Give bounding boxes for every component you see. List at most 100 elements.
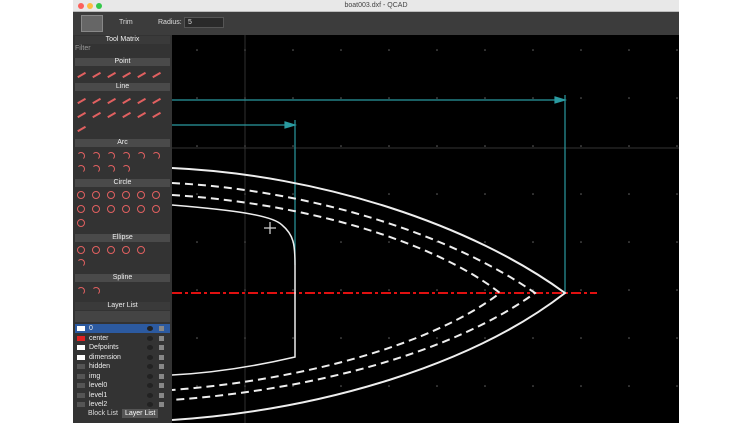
tool-button[interactable] (77, 152, 85, 160)
trim-option[interactable]: Trim (119, 19, 133, 26)
layer-lock[interactable] (159, 392, 164, 398)
layer-toolbar (75, 311, 170, 322)
tool-icon[interactable] (81, 15, 103, 32)
tool-matrix-title: Tool Matrix (75, 36, 170, 44)
tool-button[interactable] (152, 191, 160, 199)
layer-row[interactable]: 0 (75, 324, 170, 333)
tool-button[interactable] (122, 191, 130, 199)
layer-visibility[interactable] (147, 335, 153, 341)
close-button[interactable] (78, 3, 84, 9)
radius-input[interactable]: 5 (184, 17, 224, 28)
layer-lock[interactable] (159, 364, 164, 369)
zoom-button[interactable] (96, 3, 102, 9)
layer-row[interactable]: level0 (75, 381, 170, 390)
grid-dot (580, 49, 582, 51)
grid-dot (532, 337, 534, 339)
layer-row[interactable]: img (75, 372, 170, 381)
grid-dot (340, 97, 342, 99)
grid-dot (340, 289, 342, 291)
tool-button[interactable] (92, 191, 100, 199)
layer-lock[interactable] (159, 402, 164, 407)
grid-dot (628, 145, 630, 147)
layer-row[interactable]: center (75, 334, 170, 343)
grid-dot (628, 289, 630, 291)
tool-button[interactable] (92, 287, 100, 295)
grid-dot (196, 97, 198, 99)
layer-lock[interactable] (159, 326, 164, 331)
tool-button[interactable] (77, 287, 85, 295)
grid-dot (676, 241, 678, 243)
layer-visibility[interactable] (147, 392, 153, 398)
grid-dot (436, 289, 438, 291)
tool-button[interactable] (92, 205, 100, 213)
layer-visibility[interactable] (147, 326, 153, 331)
layer-visibility[interactable] (147, 373, 153, 379)
layer-row[interactable]: Defpoints (75, 343, 170, 352)
layer-lock[interactable] (159, 335, 164, 341)
grid-dot (436, 97, 438, 99)
tool-button[interactable] (107, 165, 115, 173)
grid-dot (340, 145, 342, 147)
layer-lock[interactable] (159, 345, 164, 350)
layer-visibility[interactable] (147, 354, 153, 360)
grid-dot (532, 145, 534, 147)
tool-button[interactable] (122, 152, 130, 160)
grid-dot (292, 97, 294, 99)
grid-dot (484, 193, 486, 195)
layer-row[interactable]: dimension (75, 353, 170, 362)
grid-dot (580, 241, 582, 243)
section-header: Arc (75, 139, 170, 147)
tool-button[interactable] (77, 191, 85, 199)
tool-button[interactable] (77, 165, 85, 173)
tool-button[interactable] (137, 205, 145, 213)
block-list-tab[interactable]: Block List (88, 410, 118, 417)
layer-row[interactable]: level2 (75, 400, 170, 409)
layer-lock[interactable] (159, 373, 164, 379)
layer-visibility[interactable] (147, 402, 153, 407)
layer-list-title: Layer List (75, 302, 170, 310)
grid-dot (532, 241, 534, 243)
tool-button[interactable] (107, 246, 115, 254)
grid-dot (196, 49, 198, 51)
tool-button[interactable] (137, 191, 145, 199)
tool-button[interactable] (107, 152, 115, 160)
tool-button[interactable] (77, 219, 85, 227)
layer-visibility[interactable] (147, 364, 153, 369)
tool-button[interactable] (122, 165, 130, 173)
tool-button[interactable] (122, 246, 130, 254)
filter-field[interactable]: Filter (75, 45, 91, 52)
layer-lock[interactable] (159, 383, 164, 388)
grid-dot (388, 385, 390, 387)
grid-dot (484, 337, 486, 339)
layer-lock[interactable] (159, 354, 164, 360)
layer-color (77, 335, 85, 341)
grid-dot (532, 97, 534, 99)
tool-button[interactable] (92, 165, 100, 173)
tool-button[interactable] (107, 205, 115, 213)
drawing-canvas[interactable] (172, 35, 679, 423)
tool-button[interactable] (137, 246, 145, 254)
grid-dot (484, 241, 486, 243)
tool-button[interactable] (137, 152, 145, 160)
tool-button[interactable] (122, 205, 130, 213)
grid-dot (388, 193, 390, 195)
tool-button[interactable] (107, 191, 115, 199)
grid-dot (388, 145, 390, 147)
grid-dot (388, 49, 390, 51)
tool-button[interactable] (77, 205, 85, 213)
tool-button[interactable] (77, 246, 85, 254)
layer-row[interactable]: hidden (75, 362, 170, 371)
layer-list-tab[interactable]: Layer List (122, 409, 159, 418)
layer-visibility[interactable] (147, 383, 153, 388)
tool-button[interactable] (152, 152, 160, 160)
grid-dot (628, 193, 630, 195)
layer-visibility[interactable] (147, 345, 153, 350)
tool-button[interactable] (152, 205, 160, 213)
layer-row[interactable]: level1 (75, 391, 170, 400)
tool-button[interactable] (77, 259, 85, 267)
cursor (264, 222, 276, 234)
tool-button[interactable] (92, 246, 100, 254)
tool-button[interactable] (92, 152, 100, 160)
minimize-button[interactable] (87, 3, 93, 9)
grid-dot (484, 49, 486, 51)
